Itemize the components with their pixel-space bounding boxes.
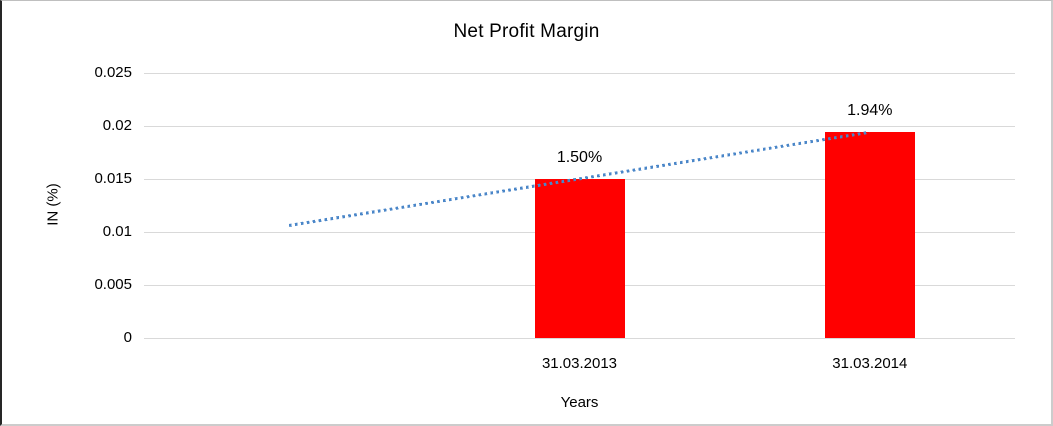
bar <box>534 179 625 338</box>
bar-data-label: 1.50% <box>556 149 603 166</box>
x-axis-title: Years <box>560 394 599 411</box>
y-axis-title: IN (%) <box>44 183 62 226</box>
bar <box>824 132 915 338</box>
x-tick-label: 31.03.2013 <box>541 355 618 372</box>
y-tick-label: 0.005 <box>94 276 132 293</box>
gridline <box>144 72 1015 74</box>
gridline <box>144 337 1015 339</box>
y-tick-label: 0 <box>123 329 132 346</box>
y-tick-label: 0.01 <box>102 223 132 240</box>
y-tick-label: 0.02 <box>102 117 132 134</box>
x-tick-label: 31.03.2014 <box>832 355 908 372</box>
gridline <box>144 125 1015 127</box>
y-tick-label: 0.015 <box>94 170 132 187</box>
y-tick-label: 0.025 <box>94 64 132 81</box>
chart-title: Net Profit Margin <box>453 21 600 42</box>
bar-data-label: 1.94% <box>847 102 893 120</box>
